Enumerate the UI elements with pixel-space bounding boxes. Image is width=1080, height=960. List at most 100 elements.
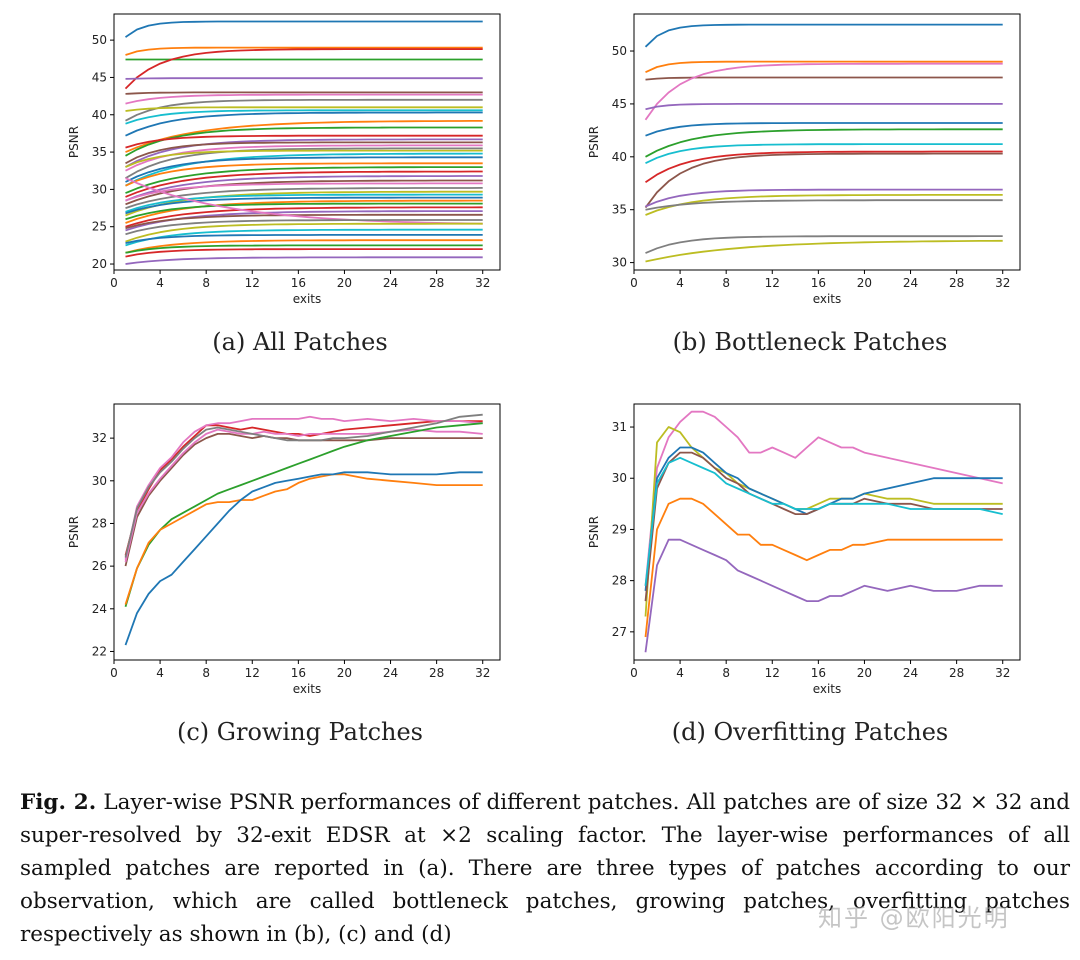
y-tick-label: 30	[612, 471, 627, 485]
x-tick-label: 12	[765, 276, 780, 290]
x-tick-label: 8	[722, 276, 730, 290]
chart-panel-c: 0 4 8 12 16 20 24 28 32 22 24 26 28 30 32 exits PSNR	[60, 398, 510, 698]
y-axis-label: PSNR	[587, 516, 601, 548]
y-tick-label: 20	[92, 257, 107, 271]
chart-b-svg: 0 4 8 12 16 20 24 28 323035404550exitsPSNR	[580, 8, 1030, 308]
series-line	[646, 195, 1003, 215]
y-tick-label: 50	[612, 44, 627, 58]
x-tick-label: 8	[202, 666, 210, 680]
series-line	[646, 25, 1003, 47]
y-axis-label: PSNR	[587, 126, 601, 158]
series-line	[646, 104, 1003, 109]
series-line	[646, 540, 1003, 653]
y-tick-label: 30	[92, 182, 107, 196]
x-tick-label: 0	[110, 666, 118, 680]
subcaption-a: (a) All Patches	[30, 328, 570, 356]
figure-label: Fig. 2.	[20, 790, 96, 815]
series-group	[646, 412, 1003, 653]
x-tick-label: 4	[676, 666, 684, 680]
y-tick-label: 28	[612, 574, 627, 588]
x-tick-label: 28	[429, 276, 444, 290]
x-axis-label: exits	[293, 682, 322, 696]
series-line	[126, 472, 483, 645]
series-line	[126, 235, 483, 243]
series-line	[126, 92, 483, 94]
subcaption-d: (d) Overfitting Patches	[540, 718, 1080, 746]
x-tick-label: 32	[475, 276, 490, 290]
subcaption-b: (b) Bottleneck Patches	[540, 328, 1080, 356]
series-line	[646, 64, 1003, 120]
series-line	[646, 412, 1003, 586]
chart-panel-d: 0 4 8 12 16 20 24 28 32 27 28 29 30 31 exits PSNR	[580, 398, 1030, 698]
x-tick-label: 12	[245, 666, 260, 680]
x-tick-label: 8	[202, 276, 210, 290]
x-tick-label: 32	[995, 666, 1010, 680]
plot-frame	[114, 404, 500, 660]
y-axis-label: PSNR	[67, 126, 81, 158]
x-tick-label: 28	[949, 666, 964, 680]
x-tick-label: 20	[337, 666, 352, 680]
x-tick-label: 4	[156, 666, 164, 680]
x-tick-label: 16	[291, 666, 306, 680]
x-tick-label: 24	[383, 276, 398, 290]
y-tick-label: 35	[612, 203, 627, 217]
x-tick-label: 24	[383, 666, 398, 680]
y-tick-label: 25	[92, 220, 107, 234]
plot-frame	[634, 404, 1020, 660]
watermark: 知乎 @欧阳光明	[818, 898, 1010, 933]
y-tick-label: 29	[612, 522, 627, 536]
x-axis-label: exits	[813, 292, 842, 306]
x-tick-label: 20	[857, 666, 872, 680]
chart-c-svg: 0 4 8 12 16 20 24 28 32 22 24 26 28 30 32 exits PSNR	[60, 398, 510, 698]
x-tick-label: 16	[291, 276, 306, 290]
series-line	[126, 22, 483, 38]
y-tick-label: 40	[612, 150, 627, 164]
series-line	[126, 257, 483, 264]
x-axis-label: exits	[293, 292, 322, 306]
series-line	[126, 113, 483, 136]
y-tick-label: 28	[92, 516, 107, 530]
x-tick-label: 4	[156, 276, 164, 290]
x-tick-label: 28	[429, 666, 444, 680]
series-line	[126, 474, 483, 604]
x-tick-label: 12	[765, 666, 780, 680]
x-tick-label: 20	[857, 276, 872, 290]
y-tick-label: 27	[612, 625, 627, 639]
y-tick-label: 45	[612, 97, 627, 111]
y-axis-label: PSNR	[67, 516, 81, 548]
chart-d-svg: 0 4 8 12 16 20 24 28 32 27 28 29 30 31 exits PSNR	[580, 398, 1030, 698]
series-group	[126, 22, 483, 265]
x-tick-label: 4	[676, 276, 684, 290]
series-line	[126, 49, 483, 89]
series-group	[126, 415, 483, 645]
plot-frame	[634, 14, 1020, 270]
x-tick-label: 16	[811, 666, 826, 680]
y-tick-label: 32	[92, 431, 107, 445]
series-line	[646, 152, 1003, 183]
y-tick-label: 45	[92, 70, 107, 84]
series-line	[646, 458, 1003, 586]
y-tick-label: 30	[612, 256, 627, 270]
series-line	[126, 78, 483, 79]
x-tick-label: 0	[630, 666, 638, 680]
series-line	[126, 430, 483, 562]
series-line	[646, 448, 1003, 591]
x-tick-label: 24	[903, 666, 918, 680]
series-line	[126, 415, 483, 558]
x-tick-label: 28	[949, 276, 964, 290]
y-tick-label: 40	[92, 108, 107, 122]
x-axis-label: exits	[813, 682, 842, 696]
x-tick-label: 0	[630, 276, 638, 290]
series-line	[646, 241, 1003, 262]
series-line	[126, 421, 483, 555]
chart-panel-a: 0 4 8 12 16 20 24 28 32 20 25 30 35 40 45 50 exits PSNR	[60, 8, 510, 308]
chart-a-svg: 0 4 8 12 16 20 24 28 32 20 25 30 35 40 45 50 exits PSNR	[60, 8, 510, 308]
y-tick-label: 31	[612, 420, 627, 434]
y-tick-label: 50	[92, 33, 107, 47]
y-tick-label: 26	[92, 559, 107, 573]
series-line	[126, 249, 483, 257]
y-tick-label: 24	[92, 602, 107, 616]
series-line	[646, 236, 1003, 253]
series-line	[126, 224, 483, 242]
y-tick-label: 22	[92, 644, 107, 658]
